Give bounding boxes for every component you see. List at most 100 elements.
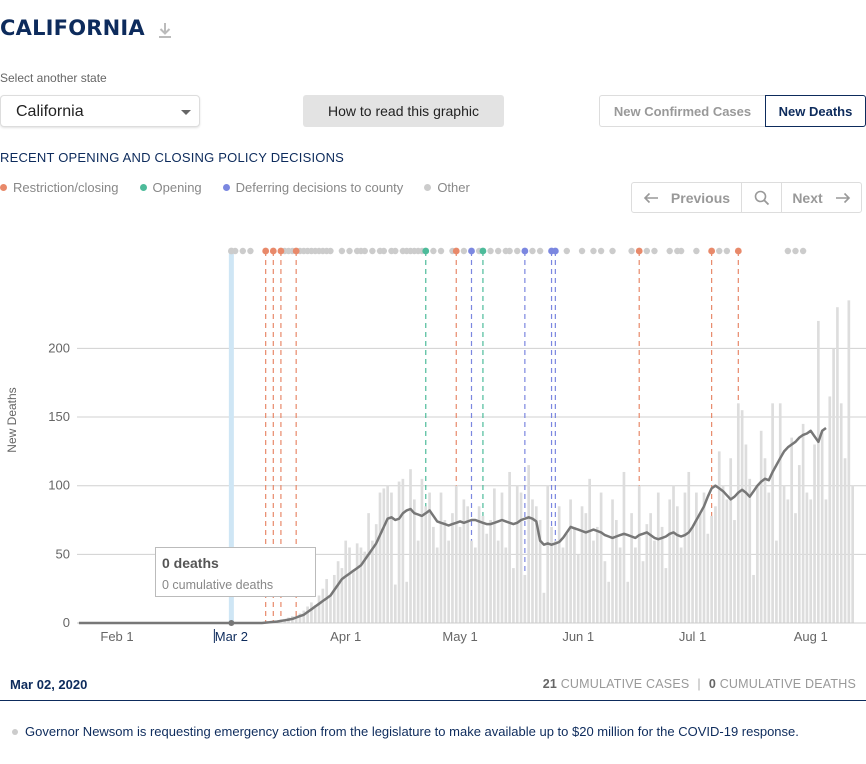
policy-dot-other: [369, 247, 376, 255]
legend-label: Restriction/closing: [13, 180, 119, 195]
legend-dot: [222, 184, 230, 191]
bar: [695, 492, 698, 623]
next-button[interactable]: Next: [782, 183, 861, 212]
bar: [428, 492, 431, 623]
bar: [771, 403, 774, 623]
policy-dot-other: [247, 247, 254, 255]
bar: [310, 602, 313, 623]
bar: [515, 485, 519, 623]
bar: [386, 485, 389, 623]
legend-dot: [0, 184, 7, 191]
bar: [775, 540, 778, 623]
metric-toggle: New Confirmed Cases New Deaths: [599, 95, 866, 127]
policy-dot-other: [651, 247, 658, 255]
bar: [531, 499, 534, 623]
previous-button[interactable]: Previous: [632, 183, 742, 212]
bar: [622, 471, 626, 623]
legend-item-opening: Opening: [139, 180, 202, 195]
policy-dot-other: [529, 247, 536, 255]
policy-dot-other: [693, 247, 700, 255]
policy-dot: [479, 247, 487, 255]
x-tick-label: Jul 1: [679, 629, 706, 644]
bar: [565, 533, 569, 623]
bar: [424, 506, 428, 623]
policy-dot-other: [716, 247, 723, 255]
search-icon: [754, 190, 769, 205]
bar: [725, 499, 729, 623]
state-select[interactable]: California: [0, 95, 200, 127]
bar: [817, 320, 820, 623]
bar: [500, 492, 504, 623]
moving-average-line: [78, 426, 827, 625]
bar: [607, 581, 611, 623]
new-deaths-tab[interactable]: New Deaths: [765, 95, 866, 127]
bar: [534, 506, 538, 623]
bar: [454, 485, 458, 623]
policy-dot-other: [430, 247, 437, 255]
bar: [325, 579, 328, 623]
bar: [698, 513, 702, 623]
y-tick-label: 100: [48, 478, 70, 493]
bar: [584, 513, 588, 623]
x-tick-label: Apr 1: [330, 629, 361, 644]
bar: [687, 471, 691, 623]
deaths-chart[interactable]: 0 50 100 150 200 New Deaths Feb 1 Mar 2 Apr 1 May…: [0, 235, 866, 655]
bar: [374, 524, 378, 623]
how-to-read-button[interactable]: How to read this graphic: [303, 95, 504, 127]
policy-dot-other: [506, 247, 513, 255]
bar: [321, 588, 325, 623]
bar: [512, 568, 515, 623]
cumulative-deaths-label: CUMULATIVE DEATHS: [719, 677, 856, 691]
legend-dot: [424, 184, 432, 191]
bar: [317, 595, 321, 623]
bar: [458, 526, 462, 623]
bar: [851, 485, 854, 623]
search-button[interactable]: [742, 183, 782, 212]
y-tick-label: 150: [48, 409, 70, 424]
bar: [748, 478, 752, 623]
bar: [801, 423, 805, 623]
download-icon[interactable]: [157, 22, 173, 40]
policy-dot: [227, 247, 235, 255]
bar: [489, 520, 492, 623]
bar: [481, 515, 485, 623]
legend-dot: [139, 184, 147, 191]
state-select-value: California: [16, 103, 84, 120]
policy-legend: Restriction/closing Opening Deferring de…: [0, 180, 491, 195]
bar: [592, 540, 595, 623]
date-footer: Mar 02, 2020 21 CUMULATIVE CASES | 0 CUMUL…: [0, 668, 866, 701]
policy-note: Governor Newsom is requesting emergency …: [12, 724, 799, 739]
y-tick-label: 50: [56, 546, 70, 561]
bar: [496, 540, 500, 623]
bar: [542, 592, 546, 623]
bar: [843, 458, 847, 623]
bar: [813, 444, 816, 623]
bar: [439, 492, 443, 623]
policy-dot-other: [677, 247, 685, 255]
policy-dot: [269, 247, 277, 255]
bar: [759, 430, 763, 623]
bar: [847, 300, 851, 623]
bar: [294, 616, 298, 623]
new-confirmed-cases-tab[interactable]: New Confirmed Cases: [599, 95, 765, 127]
bar: [611, 499, 614, 623]
bar: [363, 551, 367, 623]
bar: [839, 403, 843, 623]
policy-dot-other: [723, 247, 731, 255]
legend-label: Opening: [152, 180, 202, 195]
policy-dot: [521, 247, 529, 255]
cumulative-cases-number: 21: [542, 677, 558, 691]
bar: [660, 526, 664, 623]
policy-dot-other: [536, 247, 544, 255]
bar: [782, 485, 786, 623]
policy-dot-other: [578, 247, 586, 255]
policy-dot-other: [338, 247, 346, 255]
bar: [656, 492, 660, 623]
bar: [485, 533, 489, 623]
bar: [702, 492, 706, 623]
bar: [740, 410, 744, 623]
bar: [462, 499, 466, 623]
bar: [595, 526, 599, 623]
bar: [820, 430, 824, 623]
bar: [618, 547, 622, 623]
